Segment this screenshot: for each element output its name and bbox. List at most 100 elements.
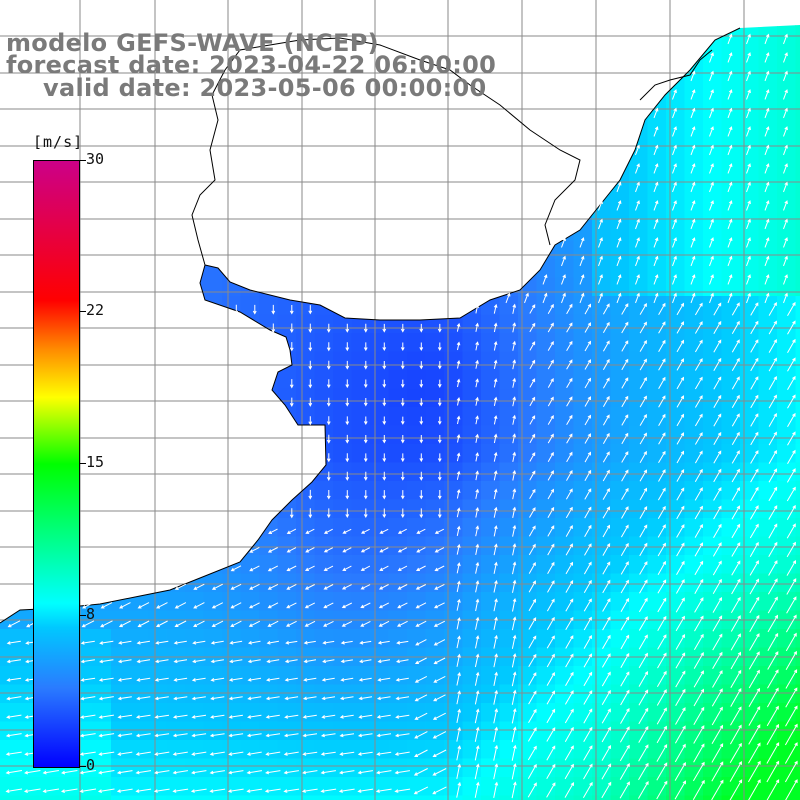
wind-arrow	[746, 200, 751, 211]
wind-cell	[407, 351, 427, 371]
wind-cell	[777, 573, 797, 593]
wind-cell	[518, 629, 538, 649]
wind-cell	[425, 629, 445, 649]
wind-arrow	[308, 397, 313, 407]
wind-cell	[518, 314, 538, 334]
wind-cell	[592, 25, 612, 38]
wind-cell	[518, 148, 538, 168]
wind-cell	[444, 351, 464, 371]
wind-cell	[166, 148, 186, 168]
wind-arrow	[246, 788, 263, 793]
wind-cell	[407, 758, 427, 778]
wind-arrow	[565, 598, 574, 612]
wind-arrow	[397, 528, 407, 534]
wind-cell	[795, 37, 800, 57]
wind-arrow	[528, 672, 537, 686]
wind-cell	[240, 203, 260, 223]
wind-arrow	[210, 640, 224, 645]
wind-arrow	[768, 523, 778, 539]
wind-arrow	[602, 321, 610, 333]
wind-cell	[314, 795, 334, 800]
wind-arrow	[546, 616, 555, 630]
wind-arrow	[602, 598, 611, 612]
wind-cell	[92, 222, 112, 242]
wind-cell	[499, 388, 519, 408]
wind-cell	[592, 536, 612, 556]
wind-arrow	[620, 597, 630, 612]
wind-arrow	[693, 725, 705, 744]
wind-cell	[259, 592, 279, 612]
wind-arrow	[783, 274, 788, 285]
wind-arrow	[493, 579, 498, 593]
wind-cell	[499, 777, 519, 797]
wind-cell	[721, 259, 741, 279]
wind-cell	[148, 703, 168, 723]
wind-cell	[129, 740, 149, 760]
wind-cell	[111, 684, 131, 704]
wind-arrow	[379, 528, 389, 534]
colorbar-tick-label: 15	[86, 453, 105, 471]
colorbar-tick-label: 30	[86, 150, 105, 168]
wind-cell	[444, 185, 464, 205]
wind-cell	[259, 222, 279, 242]
wind-cell	[555, 629, 575, 649]
wind-cell	[277, 259, 297, 279]
wind-cell	[407, 555, 427, 575]
wind-arrow	[602, 303, 610, 315]
wind-cell	[499, 481, 519, 501]
wind-arrow	[785, 650, 797, 670]
wind-arrow	[493, 689, 498, 705]
wind-arrow	[786, 486, 796, 502]
wind-cell	[277, 462, 297, 482]
wind-cell	[573, 666, 593, 686]
wind-arrow	[211, 620, 224, 627]
wind-cell	[777, 0, 796, 19]
wind-arrow	[750, 486, 759, 502]
wind-cell	[629, 25, 649, 38]
wind-cell	[277, 166, 297, 186]
wind-cell	[647, 148, 667, 168]
wind-cell	[666, 370, 686, 390]
wind-cell	[518, 240, 538, 260]
wind-arrow	[511, 744, 517, 761]
wind-arrow	[98, 733, 115, 738]
wind-cell	[481, 203, 501, 223]
wind-cell	[296, 555, 316, 575]
wind-arrow	[323, 565, 334, 571]
wind-arrow	[382, 435, 387, 444]
wind-arrow	[154, 733, 170, 738]
wind-cell	[0, 277, 20, 297]
wind-arrow	[601, 763, 612, 780]
wind-cell	[166, 684, 186, 704]
wind-arrow	[511, 616, 517, 631]
wind-cell	[148, 0, 167, 19]
wind-arrow	[694, 578, 704, 594]
wind-cell	[536, 388, 556, 408]
wind-arrow	[674, 725, 686, 744]
wind-cell	[777, 129, 797, 149]
wind-cell	[148, 684, 168, 704]
wind-cell	[721, 370, 741, 390]
wind-arrow	[657, 652, 667, 669]
wind-cell	[684, 573, 704, 593]
wind-cell	[314, 555, 334, 575]
wind-arrow	[363, 471, 368, 481]
wind-arrow	[172, 788, 189, 793]
wind-cell	[777, 758, 797, 778]
wind-arrow	[730, 596, 741, 613]
wind-arrow	[565, 488, 573, 500]
wind-cell	[777, 92, 797, 112]
wind-arrow	[512, 359, 516, 370]
wind-arrow	[80, 696, 96, 701]
wind-arrow	[437, 435, 442, 444]
wind-arrow	[493, 488, 498, 500]
wind-arrow	[768, 431, 777, 446]
wind-cell	[277, 573, 297, 593]
wind-cell	[351, 388, 371, 408]
wind-arrow	[746, 181, 751, 193]
wind-cell	[0, 222, 20, 242]
wind-arrow	[173, 659, 188, 664]
wind-arrow	[357, 770, 373, 775]
wind-cell	[129, 758, 149, 778]
wind-arrow	[228, 714, 243, 719]
